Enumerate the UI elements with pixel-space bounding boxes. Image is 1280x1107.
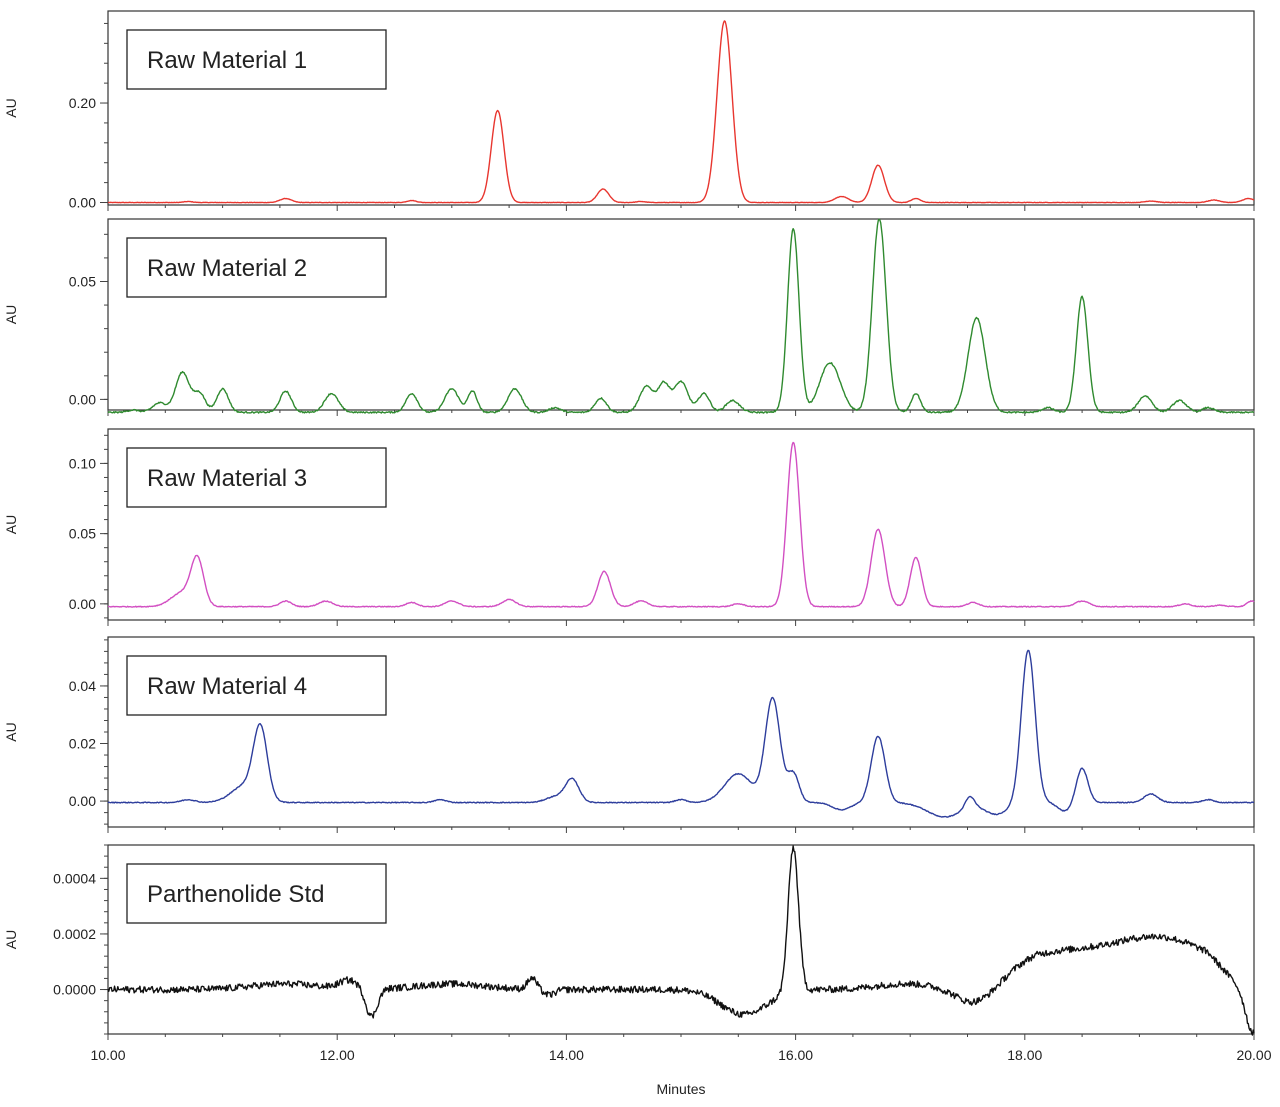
x-tick-label: 10.00 — [90, 1047, 125, 1063]
y-tick-label: 0.00 — [69, 596, 96, 612]
chart-panel-1: 0.20 0.00 AU Raw Material 1 — [3, 10, 1255, 211]
series-line — [107, 845, 1255, 1036]
y-tick-label: 0.05 — [69, 526, 96, 542]
y-axis-label: AU — [3, 515, 19, 534]
y-tick-label: 0.00 — [69, 195, 96, 211]
series-line — [107, 649, 1255, 818]
x-tick-label: 16.00 — [778, 1047, 813, 1063]
series-line — [107, 218, 1255, 414]
title-box — [126, 655, 387, 716]
x-tick-label: 12.00 — [320, 1047, 355, 1063]
chart-title: Raw Material 1 — [147, 47, 307, 74]
x-tick-label: 20.00 — [1236, 1047, 1271, 1063]
chart-title: Raw Material 2 — [147, 255, 307, 282]
title-box — [126, 237, 387, 298]
title-box — [126, 447, 387, 508]
chart-title: Parthenolide Std — [147, 881, 324, 908]
y-axis-label: AU — [3, 98, 19, 117]
y-tick-label: 0.05 — [69, 273, 96, 289]
y-tick-label: 0.0004 — [53, 870, 96, 886]
title-box — [126, 863, 387, 924]
title-box — [126, 29, 387, 90]
y-tick-label: 0.00 — [69, 391, 96, 407]
y-tick-label: 0.00 — [69, 793, 96, 809]
y-axis-label: AU — [3, 305, 19, 324]
x-tick-label: 18.00 — [1007, 1047, 1042, 1063]
y-axis-label: AU — [3, 722, 19, 741]
y-tick-label: 0.0002 — [53, 926, 96, 942]
series-line — [107, 441, 1255, 608]
series-line — [107, 20, 1255, 204]
chart-title: Raw Material 3 — [147, 465, 307, 492]
x-axis-label: Minutes — [656, 1081, 705, 1097]
chart-panel-2: 0.05 0.00 AU Raw Material 2 — [3, 218, 1255, 416]
chart-panel-4: 0.04 0.02 0.00 AU Raw Material 4 — [3, 636, 1255, 833]
y-axis-label: AU — [3, 930, 19, 949]
y-tick-label: 0.20 — [69, 95, 96, 111]
chart-panel-5: 0.0004 0.0002 0.0000 AU Parthenolide Std 10.0… — [3, 844, 1272, 1097]
y-tick-label: 0.10 — [69, 455, 96, 471]
x-tick-label: 14.00 — [549, 1047, 584, 1063]
chart-title: Raw Material 4 — [147, 673, 307, 700]
y-tick-label: 0.0000 — [53, 982, 96, 998]
y-tick-label: 0.04 — [69, 678, 96, 694]
y-tick-label: 0.02 — [69, 736, 96, 752]
chart-panel-3: 0.10 0.05 0.00 AU Raw Material 3 — [3, 428, 1255, 626]
